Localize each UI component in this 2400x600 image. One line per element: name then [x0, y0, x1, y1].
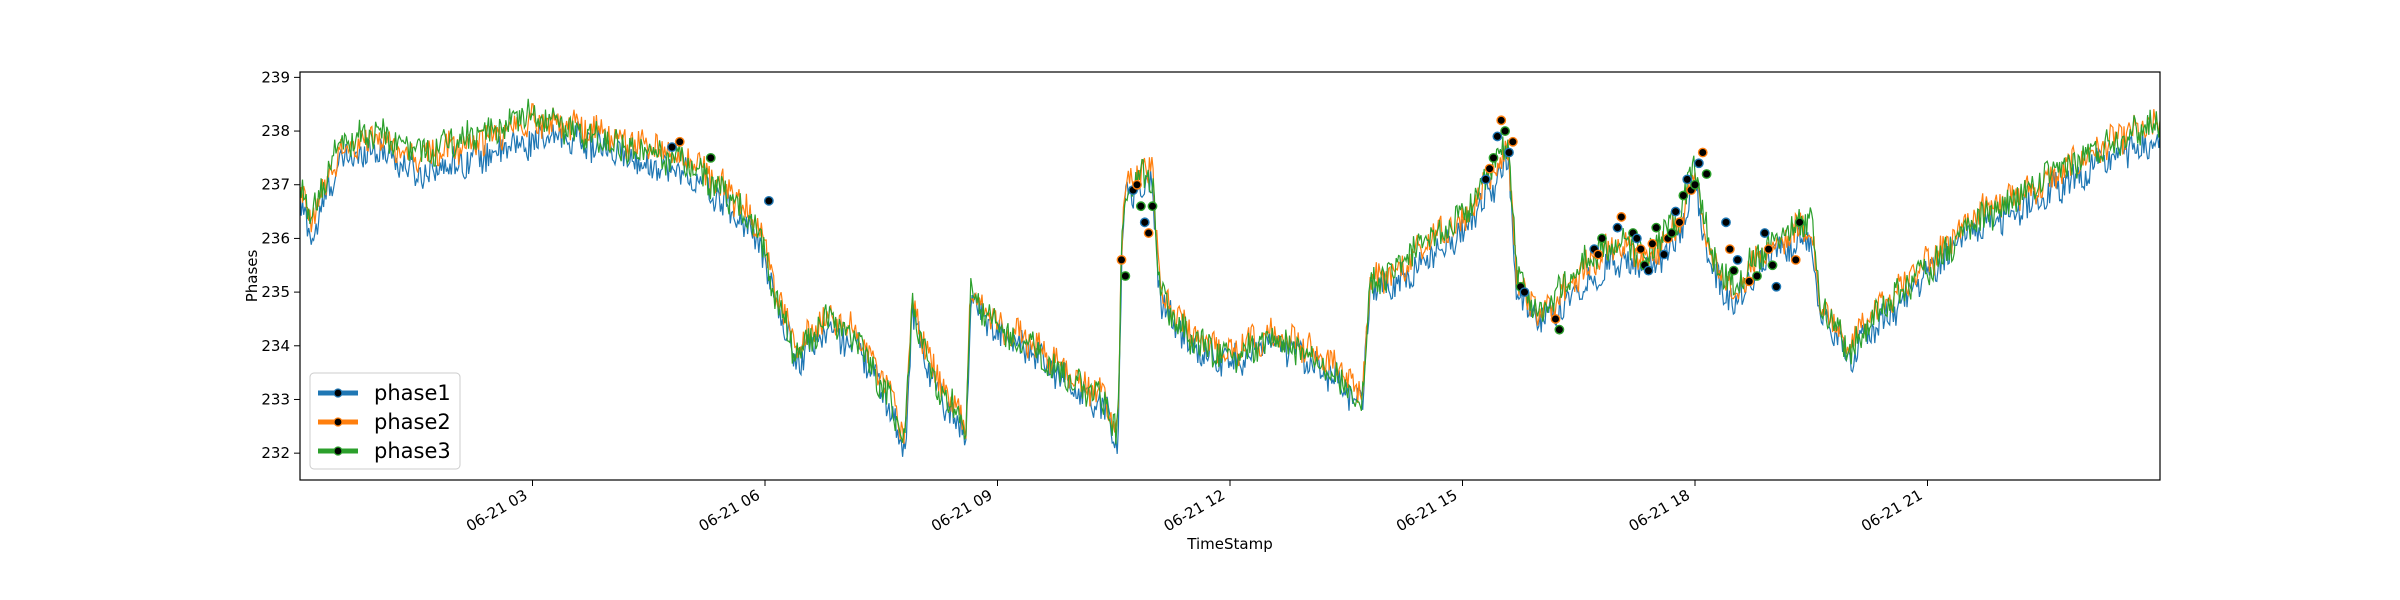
anomaly-marker: [1659, 249, 1669, 260]
anomaly-marker: [1771, 281, 1782, 292]
y-tick-label: 236: [261, 229, 290, 247]
y-tick-label: 232: [261, 444, 290, 462]
anomaly-marker: [1651, 222, 1662, 233]
y-tick-label: 238: [261, 122, 290, 140]
series-line-phase3: [300, 98, 2160, 445]
anomaly-marker: [1132, 179, 1142, 190]
anomaly-marker: [1728, 265, 1739, 276]
legend-label-phase2: phase2: [374, 410, 451, 434]
anomaly-marker: [1492, 131, 1503, 142]
anomaly-marker: [1721, 217, 1731, 228]
anomaly-marker: [1643, 265, 1654, 276]
anomaly-marker: [1767, 260, 1778, 271]
anomaly-marker: [1135, 201, 1146, 212]
anomaly-marker: [1744, 276, 1755, 287]
anomaly-marker: [1593, 249, 1604, 260]
legend: phase1 phase2 phase3: [309, 372, 461, 470]
anomaly-marker: [1647, 238, 1658, 249]
anomaly-marker: [1504, 147, 1514, 158]
anomaly-marker: [1666, 228, 1677, 238]
anomaly-marker: [1484, 163, 1495, 174]
anomaly-marker: [1732, 254, 1743, 265]
anomaly-marker: [674, 136, 685, 147]
anomaly-marker: [1612, 222, 1623, 233]
anomaly-marker: [1116, 254, 1127, 265]
anomaly-marker: [763, 195, 774, 206]
legend-marker-phase3: [333, 446, 343, 456]
anomaly-marker: [1480, 174, 1491, 185]
anomaly-marker: [1488, 152, 1499, 163]
anomaly-marker: [1763, 244, 1774, 255]
y-axis-title: Phases: [243, 250, 261, 303]
anomaly-marker: [1635, 244, 1646, 255]
y-tick-label: 235: [261, 283, 290, 301]
anomaly-marker: [1143, 228, 1154, 238]
anomaly-marker: [1682, 174, 1693, 185]
legend-label-phase3: phase3: [374, 439, 451, 463]
anomaly-marker: [1139, 217, 1150, 228]
anomaly-marker: [1790, 254, 1801, 265]
anomaly-marker: [1550, 314, 1561, 324]
anomaly-marker: [1697, 147, 1708, 158]
anomaly-markers: [667, 115, 1805, 335]
anomaly-marker: [1794, 217, 1805, 228]
anomaly-marker: [1678, 190, 1689, 201]
anomaly-marker: [1507, 136, 1518, 147]
anomaly-marker: [1120, 271, 1131, 281]
anomaly-marker: [1496, 115, 1507, 126]
anomaly-marker: [1616, 212, 1627, 222]
y-tick-label: 233: [261, 390, 290, 408]
y-tick-label: 234: [261, 337, 290, 355]
anomaly-marker: [1752, 271, 1762, 281]
anomaly-marker: [1597, 233, 1607, 244]
x-axis-title: TimeStamp: [1186, 535, 1272, 553]
y-tick-label: 237: [261, 176, 290, 194]
legend-marker-phase2: [333, 417, 343, 427]
y-axis: 232 233 234 235 236 237 238 239: [261, 68, 300, 462]
anomaly-marker: [1701, 169, 1712, 179]
anomaly-marker: [1693, 158, 1704, 169]
anomaly-marker: [1674, 217, 1685, 228]
anomaly-marker: [1724, 244, 1735, 255]
anomaly-marker: [1631, 233, 1642, 244]
anomaly-marker: [1759, 228, 1770, 238]
anomaly-marker: [1500, 126, 1511, 136]
anomaly-marker: [1554, 324, 1565, 335]
anomaly-marker: [1147, 201, 1158, 212]
y-tick-label: 239: [261, 68, 290, 86]
anomaly-marker: [1690, 179, 1700, 190]
anomaly-marker: [667, 142, 677, 153]
anomaly-marker: [1519, 287, 1530, 298]
plot-area: [300, 98, 2160, 457]
anomaly-marker: [705, 152, 716, 163]
anomaly-marker: [1670, 206, 1681, 217]
legend-box: [309, 372, 461, 470]
legend-marker-phase1: [333, 388, 343, 398]
legend-label-phase1: phase1: [374, 381, 451, 405]
